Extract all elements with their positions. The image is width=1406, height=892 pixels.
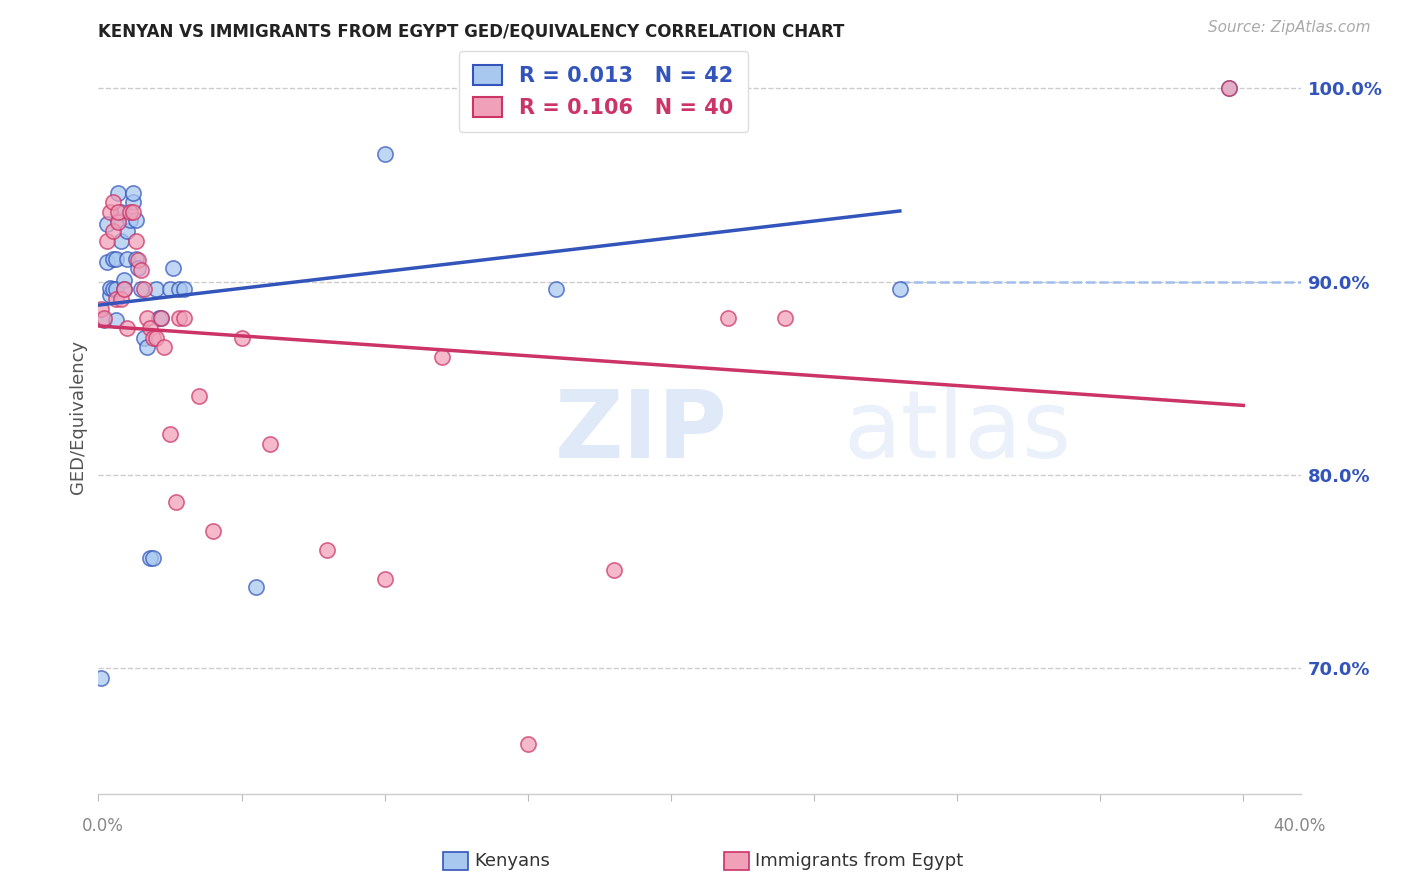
- Point: [134, 331, 156, 345]
- Point: [107, 205, 129, 219]
- Point: [101, 252, 124, 266]
- Legend: R = 0.013   N = 42, R = 0.106   N = 40: R = 0.013 N = 42, R = 0.106 N = 40: [458, 51, 748, 132]
- Point: [173, 282, 195, 296]
- Point: [101, 282, 124, 296]
- Point: [98, 280, 121, 294]
- Point: [115, 252, 138, 266]
- Text: Kenyans: Kenyans: [474, 852, 550, 870]
- Point: [110, 234, 132, 248]
- Point: [104, 282, 127, 296]
- Point: [150, 311, 173, 326]
- Point: [717, 311, 740, 326]
- Point: [148, 311, 170, 326]
- Point: [1218, 81, 1240, 95]
- Point: [167, 311, 190, 326]
- Text: 0.0%: 0.0%: [82, 817, 124, 835]
- Point: [96, 255, 118, 269]
- Point: [131, 263, 153, 277]
- Point: [316, 543, 339, 558]
- Point: [124, 234, 146, 248]
- Point: [90, 671, 112, 685]
- Point: [374, 572, 396, 586]
- Point: [128, 253, 150, 268]
- Point: [107, 215, 129, 229]
- Point: [110, 292, 132, 306]
- Point: [145, 282, 167, 296]
- Point: [546, 282, 568, 296]
- Point: [112, 273, 135, 287]
- Text: 40.0%: 40.0%: [1272, 817, 1326, 835]
- Point: [124, 212, 146, 227]
- Point: [104, 313, 127, 327]
- Point: [516, 737, 538, 751]
- Point: [90, 301, 112, 316]
- Point: [139, 551, 162, 566]
- Point: [159, 427, 181, 442]
- Point: [96, 234, 118, 248]
- Point: [374, 147, 396, 161]
- Point: [159, 282, 181, 296]
- Point: [165, 495, 187, 509]
- Point: [139, 321, 162, 335]
- Point: [259, 437, 281, 451]
- Point: [136, 340, 159, 354]
- Point: [173, 311, 195, 326]
- Point: [187, 389, 209, 403]
- Y-axis label: GED/Equivalency: GED/Equivalency: [69, 340, 87, 494]
- Point: [101, 224, 124, 238]
- Point: [602, 563, 624, 577]
- Point: [118, 212, 141, 227]
- Point: [96, 217, 118, 231]
- Point: [101, 195, 124, 210]
- Point: [1218, 81, 1240, 95]
- Point: [430, 350, 453, 364]
- Point: [136, 311, 159, 326]
- Point: [115, 224, 138, 238]
- Point: [142, 331, 165, 345]
- Point: [150, 311, 173, 326]
- Point: [889, 282, 911, 296]
- Point: [107, 186, 129, 200]
- Point: [118, 205, 141, 219]
- Point: [145, 331, 167, 345]
- Point: [245, 580, 267, 594]
- Point: [124, 252, 146, 266]
- Point: [131, 282, 153, 296]
- Text: Immigrants from Egypt: Immigrants from Egypt: [755, 852, 963, 870]
- Point: [121, 195, 143, 210]
- Point: [112, 282, 135, 296]
- Text: atlas: atlas: [844, 386, 1071, 478]
- Point: [121, 186, 143, 200]
- Point: [107, 212, 129, 227]
- Point: [115, 321, 138, 335]
- Point: [121, 205, 143, 219]
- Point: [104, 252, 127, 266]
- Point: [93, 311, 115, 326]
- Point: [104, 292, 127, 306]
- Point: [775, 311, 797, 326]
- Point: [153, 340, 176, 354]
- Text: KENYAN VS IMMIGRANTS FROM EGYPT GED/EQUIVALENCY CORRELATION CHART: KENYAN VS IMMIGRANTS FROM EGYPT GED/EQUI…: [98, 22, 845, 40]
- Point: [93, 313, 115, 327]
- Point: [128, 261, 150, 276]
- Point: [98, 288, 121, 302]
- Point: [201, 524, 224, 538]
- Point: [134, 282, 156, 296]
- Point: [98, 205, 121, 219]
- Point: [142, 551, 165, 566]
- Point: [110, 205, 132, 219]
- Point: [231, 331, 253, 345]
- Point: [167, 282, 190, 296]
- Text: ZIP: ZIP: [555, 386, 728, 478]
- Point: [112, 282, 135, 296]
- Point: [162, 261, 184, 276]
- Text: Source: ZipAtlas.com: Source: ZipAtlas.com: [1208, 20, 1371, 35]
